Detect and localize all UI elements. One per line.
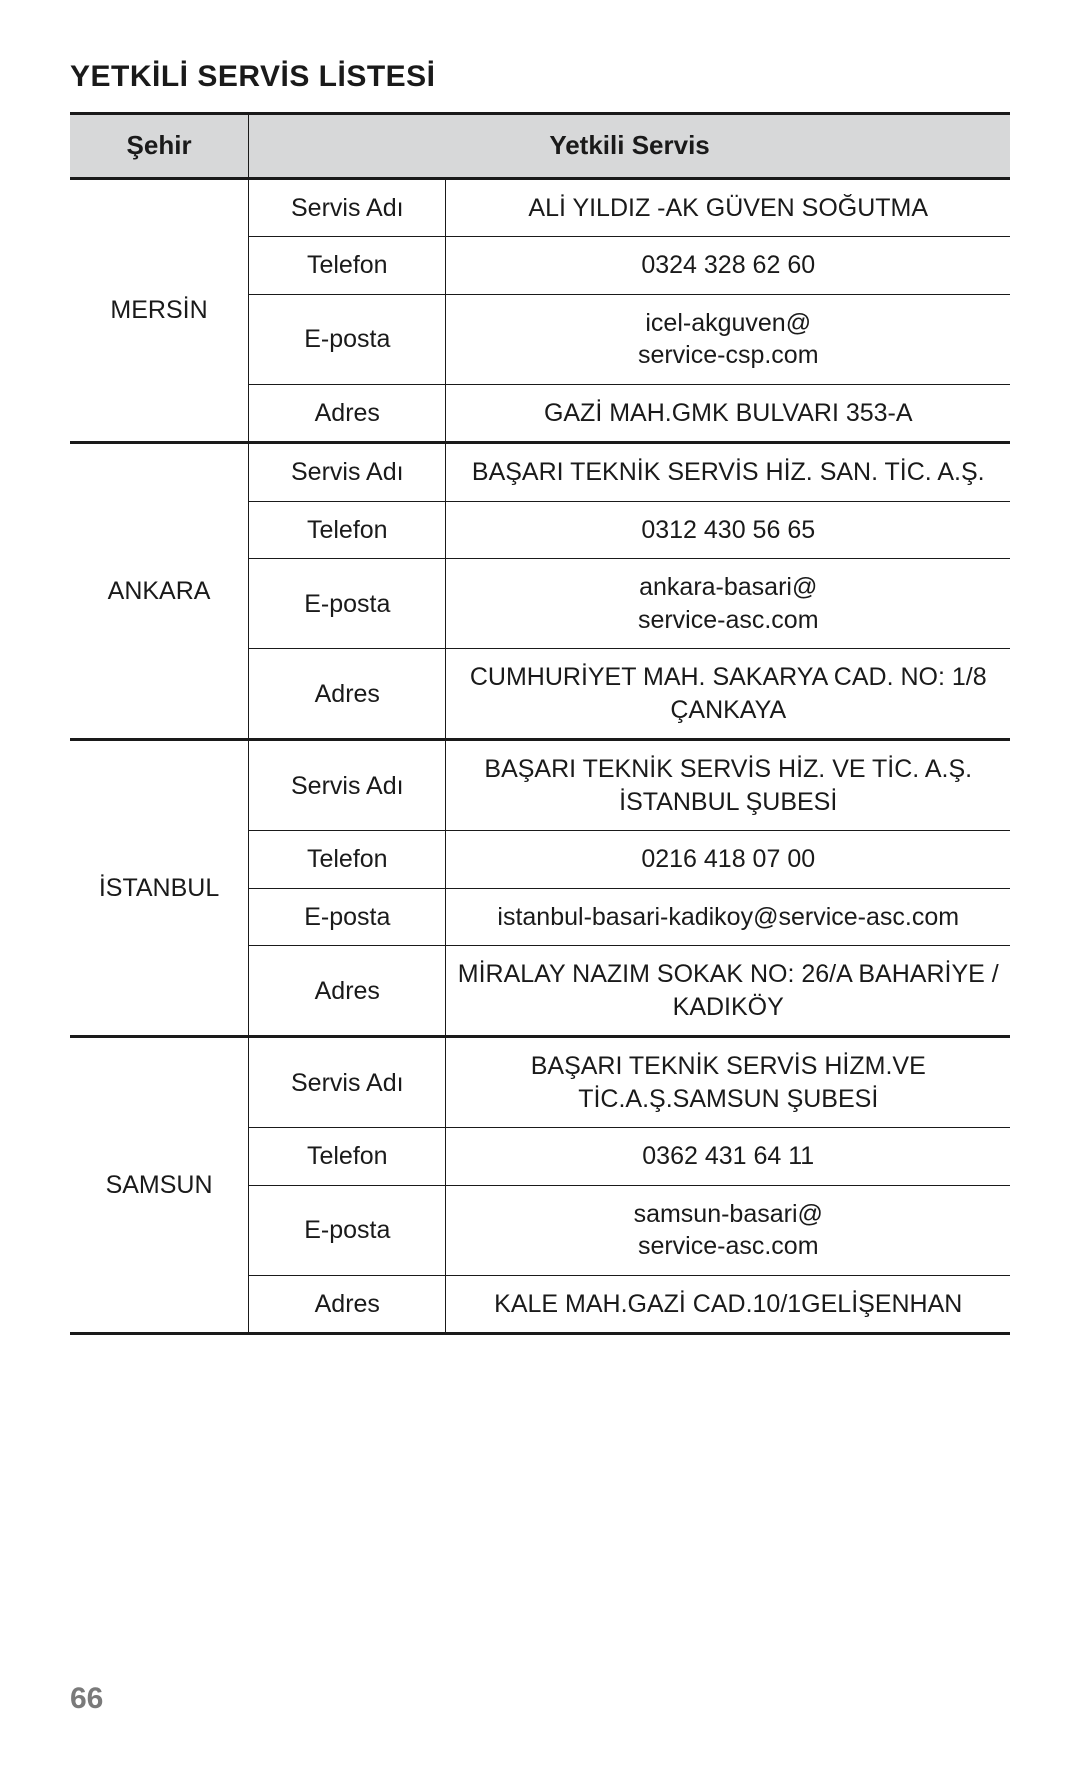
phone-value: 0312 430 56 65 bbox=[446, 501, 1010, 559]
table-row: ANKARAServis AdıBAŞARI TEKNİK SERVİS HİZ… bbox=[70, 443, 1010, 502]
phone-label: Telefon bbox=[249, 501, 446, 559]
email-value: ankara-basari@service-asc.com bbox=[446, 559, 1010, 649]
email-value: icel-akguven@service-csp.com bbox=[446, 294, 1010, 384]
phone-value: 0216 418 07 00 bbox=[446, 831, 1010, 889]
name-value: BAŞARI TEKNİK SERVİS HİZ. VE TİC. A.Ş. İ… bbox=[446, 740, 1010, 831]
address-label: Adres bbox=[249, 384, 446, 443]
email-value: istanbul-basari-kadikoy@service-asc.com bbox=[446, 888, 1010, 946]
address-label: Adres bbox=[249, 649, 446, 740]
name-value: BAŞARI TEKNİK SERVİS HİZ. SAN. TİC. A.Ş. bbox=[446, 443, 1010, 502]
name-label: Servis Adı bbox=[249, 178, 446, 237]
address-label: Adres bbox=[249, 1275, 446, 1334]
name-label: Servis Adı bbox=[249, 1037, 446, 1128]
email-label: E-posta bbox=[249, 559, 446, 649]
name-value: BAŞARI TEKNİK SERVİS HİZM.VE TİC.A.Ş.SAM… bbox=[446, 1037, 1010, 1128]
city-cell: İSTANBUL bbox=[70, 740, 249, 1037]
name-value: ALİ YILDIZ -AK GÜVEN SOĞUTMA bbox=[446, 178, 1010, 237]
phone-value: 0362 431 64 11 bbox=[446, 1128, 1010, 1186]
page-title: YETKİLİ SERVİS LİSTESİ bbox=[70, 60, 1010, 94]
service-table: Şehir Yetkili Servis MERSİNServis AdıALİ… bbox=[70, 112, 1010, 1335]
address-label: Adres bbox=[249, 946, 446, 1037]
email-label: E-posta bbox=[249, 294, 446, 384]
table-row: SAMSUNServis AdıBAŞARI TEKNİK SERVİS HİZ… bbox=[70, 1037, 1010, 1128]
phone-label: Telefon bbox=[249, 1128, 446, 1186]
name-label: Servis Adı bbox=[249, 443, 446, 502]
address-value: GAZİ MAH.GMK BULVARI 353-A bbox=[446, 384, 1010, 443]
city-cell: MERSİN bbox=[70, 178, 249, 443]
table-row: MERSİNServis AdıALİ YILDIZ -AK GÜVEN SOĞ… bbox=[70, 178, 1010, 237]
phone-label: Telefon bbox=[249, 237, 446, 295]
table-header-row: Şehir Yetkili Servis bbox=[70, 114, 1010, 179]
address-value: CUMHURİYET MAH. SAKARYA CAD. NO: 1/8 ÇAN… bbox=[446, 649, 1010, 740]
phone-label: Telefon bbox=[249, 831, 446, 889]
header-service: Yetkili Servis bbox=[249, 114, 1010, 179]
email-value: samsun-basari@service-asc.com bbox=[446, 1185, 1010, 1275]
address-value: MİRALAY NAZIM SOKAK NO: 26/A BAHARİYE / … bbox=[446, 946, 1010, 1037]
address-value: KALE MAH.GAZİ CAD.10/1GELİŞENHAN bbox=[446, 1275, 1010, 1334]
phone-value: 0324 328 62 60 bbox=[446, 237, 1010, 295]
email-label: E-posta bbox=[249, 888, 446, 946]
name-label: Servis Adı bbox=[249, 740, 446, 831]
header-city: Şehir bbox=[70, 114, 249, 179]
city-cell: ANKARA bbox=[70, 443, 249, 740]
city-cell: SAMSUN bbox=[70, 1037, 249, 1334]
email-label: E-posta bbox=[249, 1185, 446, 1275]
page-number: 66 bbox=[70, 1682, 103, 1716]
table-row: İSTANBULServis AdıBAŞARI TEKNİK SERVİS H… bbox=[70, 740, 1010, 831]
